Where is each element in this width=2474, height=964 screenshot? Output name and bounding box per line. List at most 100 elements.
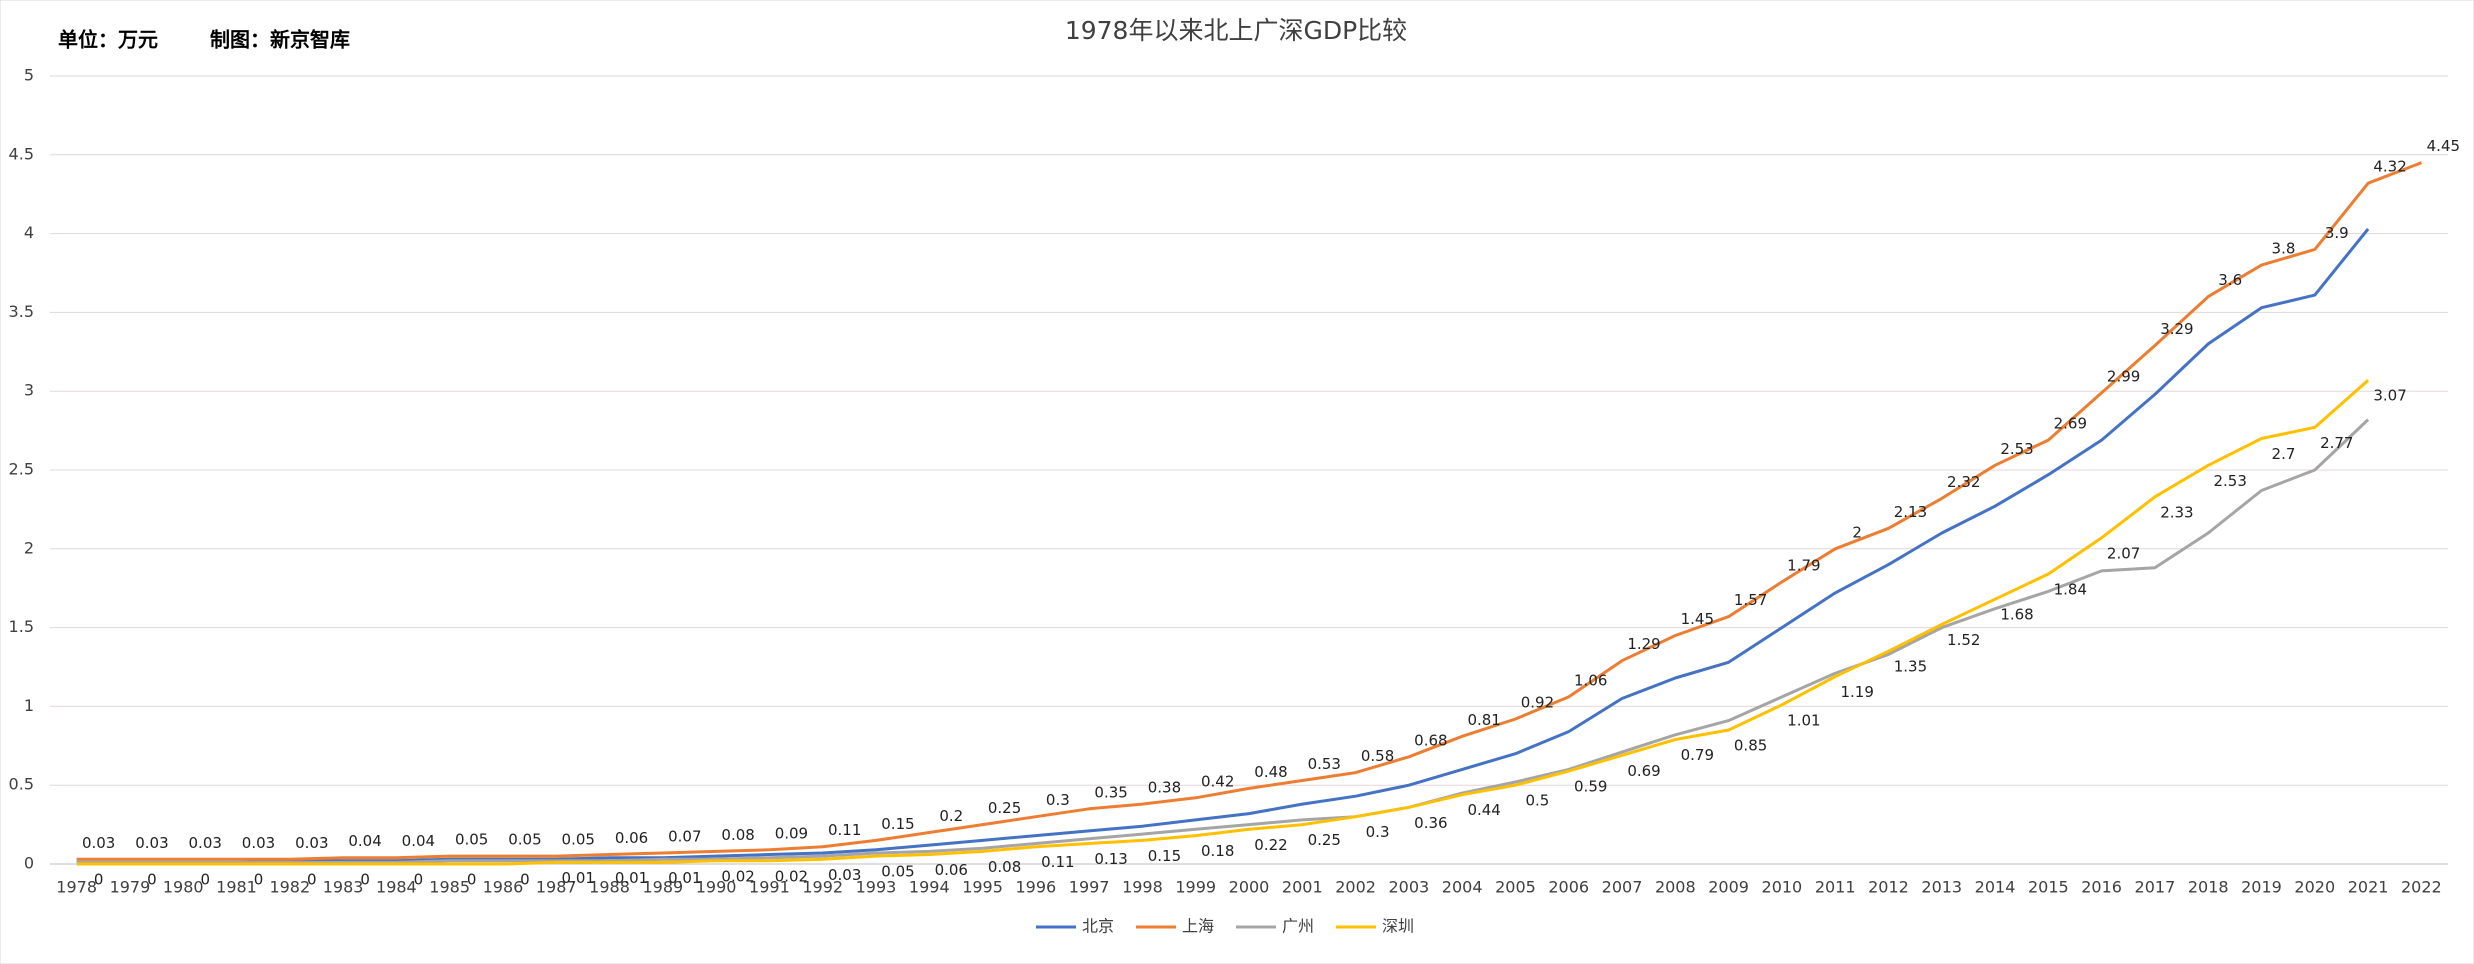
data-label: 0.03	[189, 834, 222, 852]
data-label: 1.79	[1787, 556, 1820, 574]
data-label: 0.01	[562, 869, 595, 887]
data-label: 2	[1852, 523, 1862, 541]
data-label: 0.07	[668, 827, 701, 845]
x-tick-label: 2001	[1282, 878, 1323, 897]
x-tick-label: 2002	[1335, 878, 1376, 897]
x-tick-label: 1984	[376, 878, 417, 897]
data-label: 0.05	[562, 831, 595, 849]
x-tick-label: 1989	[642, 878, 683, 897]
y-tick-label: 4	[24, 223, 34, 242]
x-tick-label: 1992	[802, 878, 843, 897]
x-tick-label: 1998	[1122, 878, 1163, 897]
x-tick-label: 2016	[2081, 878, 2122, 897]
x-tick-label: 2018	[2188, 878, 2229, 897]
x-tick-label: 2005	[1495, 878, 1536, 897]
y-tick-label: 2.5	[9, 460, 34, 479]
data-label: 0.04	[348, 832, 381, 850]
x-tick-label: 1980	[163, 878, 204, 897]
data-label: 0	[414, 871, 424, 889]
data-label: 0.06	[615, 829, 648, 847]
data-label: 0.3	[1046, 791, 1070, 809]
x-tick-label: 1996	[1015, 878, 1056, 897]
x-tick-label: 1999	[1175, 878, 1216, 897]
y-tick-label: 1.5	[9, 617, 34, 636]
data-label: 1.45	[1681, 610, 1714, 628]
x-tick-label: 1985	[429, 878, 470, 897]
data-label: 2.13	[1894, 503, 1927, 521]
series-line	[76, 161, 2422, 861]
data-label: 0.81	[1467, 711, 1500, 729]
data-label: 0.18	[1201, 842, 1234, 860]
x-tick-label: 2011	[1815, 878, 1856, 897]
y-tick-label: 4.5	[9, 144, 34, 163]
data-label: 0.05	[881, 863, 914, 881]
data-label: 2.53	[2000, 440, 2033, 458]
data-label: 0.05	[455, 831, 488, 849]
y-tick-label: 5	[24, 66, 34, 85]
data-label: 1.29	[1627, 635, 1660, 653]
data-label: 3.9	[2325, 224, 2349, 242]
data-label: 0.44	[1467, 801, 1500, 819]
x-tick-label: 1983	[323, 878, 364, 897]
data-label: 0.58	[1361, 747, 1394, 765]
data-label: 2.32	[1947, 473, 1980, 491]
data-label: 0.22	[1254, 836, 1287, 854]
data-label: 0.42	[1201, 772, 1234, 790]
x-tick-label: 2010	[1762, 878, 1803, 897]
data-label: 0.69	[1627, 762, 1660, 780]
data-label: 1.06	[1574, 671, 1607, 689]
data-label: 0.25	[1308, 831, 1341, 849]
data-label: 0.03	[82, 834, 115, 852]
data-label: 0.5	[1526, 792, 1550, 810]
series-line	[76, 418, 2370, 864]
x-tick-label: 2014	[1975, 878, 2016, 897]
data-label: 3.07	[2373, 387, 2406, 405]
data-label: 0.08	[988, 858, 1021, 876]
data-label: 2.07	[2107, 544, 2140, 562]
x-tick-label: 2004	[1442, 878, 1483, 897]
x-tick-label: 1988	[589, 878, 630, 897]
data-label: 0.79	[1681, 746, 1714, 764]
author-note: 制图：新京智库	[210, 28, 350, 52]
data-label: 0.03	[295, 834, 328, 852]
data-label: 0.03	[242, 834, 275, 852]
data-label: 0.05	[508, 831, 541, 849]
data-label: 0.04	[402, 832, 435, 850]
x-tick-label: 2017	[2135, 878, 2176, 897]
data-label: 0.02	[775, 867, 808, 885]
data-label: 0.03	[828, 866, 861, 884]
data-label: 2.7	[2272, 445, 2296, 463]
data-label: 3.29	[2160, 320, 2193, 338]
series-line	[76, 379, 2370, 866]
x-tick-label: 2008	[1655, 878, 1696, 897]
x-tick-label: 1993	[856, 878, 897, 897]
x-tick-label: 2000	[1229, 878, 1270, 897]
data-label: 0.36	[1414, 814, 1447, 832]
x-tick-label: 1979	[110, 878, 151, 897]
data-label: 2.69	[2054, 415, 2087, 433]
data-label: 0.01	[668, 869, 701, 887]
y-tick-label: 1	[24, 696, 34, 715]
data-label: 0.08	[721, 826, 754, 844]
data-label: 0.15	[1148, 847, 1181, 865]
x-tick-label: 1981	[216, 878, 257, 897]
data-label: 0.11	[1041, 853, 1074, 871]
x-tick-label: 2013	[1921, 878, 1962, 897]
x-tick-label: 2021	[2348, 878, 2389, 897]
chart-title: 1978年以来北上广深GDP比较	[1065, 16, 1407, 45]
data-label: 1.84	[2054, 581, 2087, 599]
data-label: 0	[200, 871, 210, 889]
data-label: 0	[147, 871, 157, 889]
data-label: 3.8	[2272, 240, 2296, 258]
data-label: 3.6	[2218, 271, 2242, 289]
data-label: 0.35	[1094, 783, 1127, 801]
data-label: 1.01	[1787, 711, 1820, 729]
x-tick-label: 2012	[1868, 878, 1909, 897]
data-label: 0.09	[775, 824, 808, 842]
x-tick-label: 2009	[1708, 878, 1749, 897]
x-tick-label: 2006	[1548, 878, 1589, 897]
data-label: 0	[360, 871, 370, 889]
data-label: 0.01	[615, 869, 648, 887]
data-label: 0.03	[135, 834, 168, 852]
